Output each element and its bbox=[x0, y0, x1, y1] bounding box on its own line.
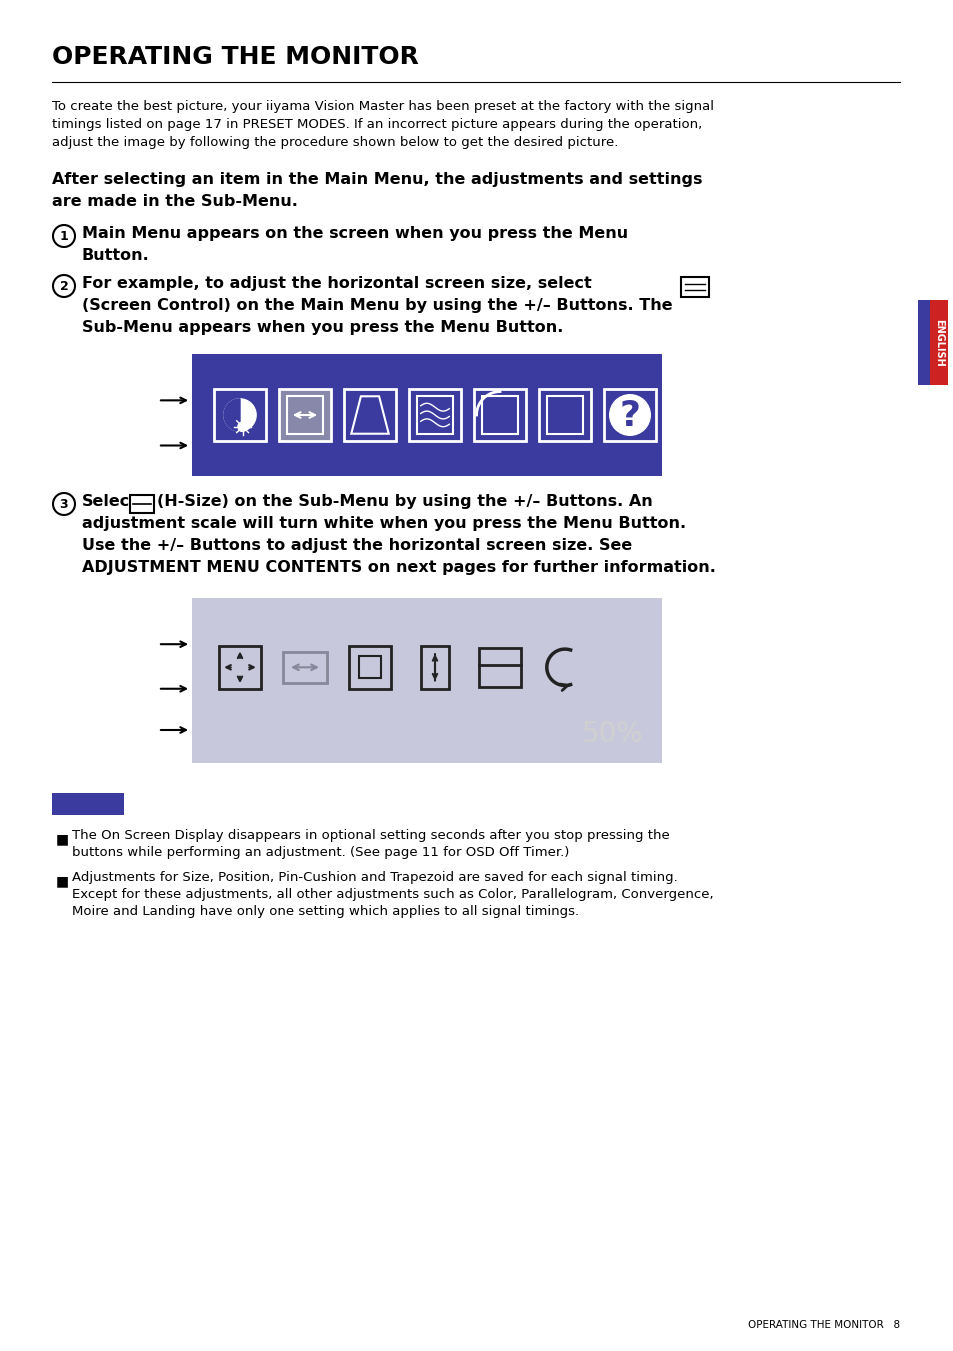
Text: adjust the image by following the procedure shown below to get the desired pictu: adjust the image by following the proced… bbox=[52, 136, 618, 149]
Text: The On Screen Display disappears in optional setting seconds after you stop pres: The On Screen Display disappears in opti… bbox=[71, 830, 669, 842]
Text: buttons while performing an adjustment. (See page 11 for OSD Off Timer.): buttons while performing an adjustment. … bbox=[71, 846, 569, 859]
Text: ADJUSTMENT MENU CONTENTS on next pages for further information.: ADJUSTMENT MENU CONTENTS on next pages f… bbox=[82, 561, 715, 576]
Bar bbox=[348, 646, 391, 689]
Text: Except for these adjustments, all other adjustments such as Color, Parallelogram: Except for these adjustments, all other … bbox=[71, 888, 713, 901]
Bar bbox=[482, 396, 517, 434]
Text: are made in the Sub-Menu.: are made in the Sub-Menu. bbox=[52, 195, 297, 209]
Bar bbox=[192, 354, 661, 476]
Text: ENGLISH: ENGLISH bbox=[933, 319, 943, 366]
Bar bbox=[680, 277, 708, 297]
Text: Sub-Menu appears when you press the Menu Button.: Sub-Menu appears when you press the Menu… bbox=[82, 320, 563, 335]
Text: For example, to adjust the horizontal screen size, select: For example, to adjust the horizontal sc… bbox=[82, 276, 591, 290]
Text: OPERATING THE MONITOR   8: OPERATING THE MONITOR 8 bbox=[747, 1320, 899, 1329]
Text: 50%: 50% bbox=[581, 720, 643, 748]
Bar bbox=[929, 300, 947, 385]
Text: After selecting an item in the Main Menu, the adjustments and settings: After selecting an item in the Main Menu… bbox=[52, 172, 701, 186]
Text: ■: ■ bbox=[56, 832, 69, 846]
Text: ?: ? bbox=[618, 400, 639, 434]
Bar bbox=[344, 389, 395, 440]
Bar bbox=[547, 396, 582, 434]
Text: Main Menu appears on the screen when you press the Menu: Main Menu appears on the screen when you… bbox=[82, 226, 627, 240]
Bar bbox=[52, 793, 124, 815]
Text: Button.: Button. bbox=[82, 249, 150, 263]
Bar bbox=[416, 396, 453, 434]
Text: ■: ■ bbox=[56, 874, 69, 888]
Text: timings listed on page 17 in PRESET MODES. If an incorrect picture appears durin: timings listed on page 17 in PRESET MODE… bbox=[52, 118, 701, 131]
Bar bbox=[538, 389, 590, 440]
Bar bbox=[474, 389, 525, 440]
Text: 2: 2 bbox=[59, 280, 69, 293]
Bar bbox=[192, 598, 661, 763]
Text: (Screen Control) on the Main Menu by using the +/– Buttons. The: (Screen Control) on the Main Menu by usi… bbox=[82, 299, 672, 313]
Text: (H-Size) on the Sub-Menu by using the +/– Buttons. An: (H-Size) on the Sub-Menu by using the +/… bbox=[157, 494, 652, 509]
Bar bbox=[420, 646, 449, 689]
Bar bbox=[358, 657, 380, 678]
Text: NOTE: NOTE bbox=[69, 797, 107, 811]
Text: Use the +/– Buttons to adjust the horizontal screen size. See: Use the +/– Buttons to adjust the horizo… bbox=[82, 538, 632, 553]
Circle shape bbox=[609, 394, 650, 435]
Bar bbox=[130, 494, 153, 513]
Text: To create the best picture, your iiyama Vision Master has been preset at the fac: To create the best picture, your iiyama … bbox=[52, 100, 713, 113]
Bar bbox=[278, 389, 331, 440]
Circle shape bbox=[224, 399, 255, 431]
Bar bbox=[213, 389, 266, 440]
Text: Select: Select bbox=[82, 494, 138, 509]
Text: adjustment scale will turn white when you press the Menu Button.: adjustment scale will turn white when yo… bbox=[82, 516, 685, 531]
Wedge shape bbox=[224, 399, 240, 431]
Circle shape bbox=[237, 422, 247, 431]
Text: Adjustments for Size, Position, Pin-Cushion and Trapezoid are saved for each sig: Adjustments for Size, Position, Pin-Cush… bbox=[71, 871, 677, 884]
Bar bbox=[478, 647, 520, 686]
Bar bbox=[218, 646, 261, 689]
Bar bbox=[287, 396, 322, 434]
Text: 3: 3 bbox=[60, 497, 69, 511]
Text: OPERATING THE MONITOR: OPERATING THE MONITOR bbox=[52, 45, 418, 69]
Bar bbox=[283, 651, 327, 682]
Bar bbox=[409, 389, 460, 440]
Bar bbox=[603, 389, 656, 440]
Text: 1: 1 bbox=[59, 230, 69, 242]
Text: Moire and Landing have only one setting which applies to all signal timings.: Moire and Landing have only one setting … bbox=[71, 905, 578, 917]
Bar bbox=[917, 300, 929, 385]
